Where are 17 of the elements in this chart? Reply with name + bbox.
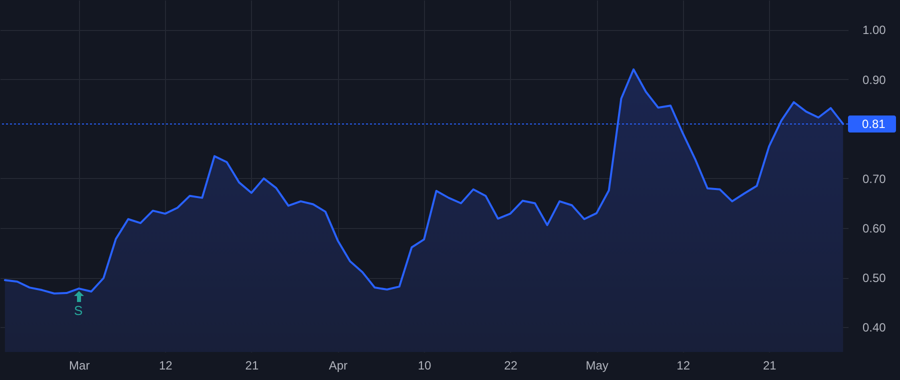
x-tick-label: 21 bbox=[762, 358, 777, 372]
y-tick-label: 0.40 bbox=[862, 320, 886, 335]
x-tick-label: Apr bbox=[328, 358, 348, 372]
x-tick-label: 10 bbox=[418, 358, 432, 372]
y-tick-label: 0.60 bbox=[862, 222, 886, 236]
ref-line-label: 0.81 bbox=[862, 116, 886, 131]
y-tick-label: 0.90 bbox=[862, 72, 886, 87]
annotation: S bbox=[74, 303, 83, 318]
y-tick-label: 0.70 bbox=[862, 172, 886, 186]
x-tick-label: Mar bbox=[69, 358, 90, 372]
x-tick-label: 21 bbox=[245, 358, 259, 372]
x-tick-label: 12 bbox=[676, 358, 690, 372]
x-tick-label: May bbox=[586, 358, 608, 372]
y-tick-label: 1.00 bbox=[862, 23, 886, 38]
x-tick-label: 12 bbox=[158, 358, 173, 372]
y-tick-label: 0.50 bbox=[862, 271, 886, 286]
x-tick-label: 22 bbox=[504, 358, 518, 372]
